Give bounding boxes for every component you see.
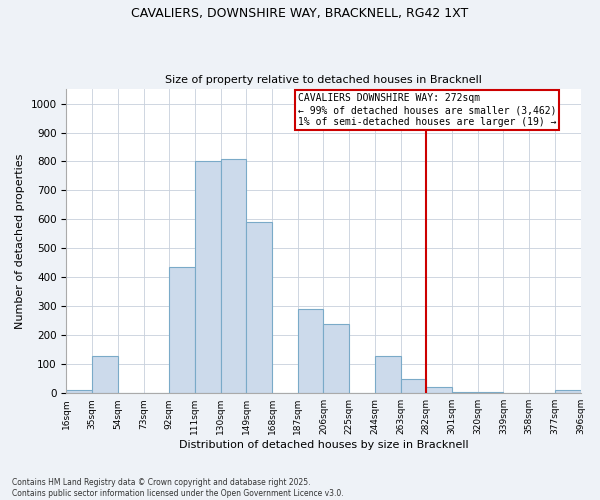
Y-axis label: Number of detached properties: Number of detached properties — [15, 154, 25, 329]
Bar — [247, 222, 272, 393]
Bar — [323, 324, 349, 393]
Bar — [169, 267, 195, 393]
Bar — [401, 378, 426, 393]
Bar — [92, 356, 118, 393]
Text: Contains HM Land Registry data © Crown copyright and database right 2025.
Contai: Contains HM Land Registry data © Crown c… — [12, 478, 344, 498]
Bar — [555, 390, 581, 393]
Bar — [67, 390, 92, 393]
Title: Size of property relative to detached houses in Bracknell: Size of property relative to detached ho… — [165, 76, 482, 86]
Bar — [221, 158, 247, 393]
Text: CAVALIERS DOWNSHIRE WAY: 272sqm
← 99% of detached houses are smaller (3,462)
1% : CAVALIERS DOWNSHIRE WAY: 272sqm ← 99% of… — [298, 94, 556, 126]
Bar — [195, 162, 221, 393]
Bar — [426, 388, 452, 393]
X-axis label: Distribution of detached houses by size in Bracknell: Distribution of detached houses by size … — [179, 440, 468, 450]
Bar — [375, 356, 401, 393]
Bar — [478, 392, 503, 393]
Text: CAVALIERS, DOWNSHIRE WAY, BRACKNELL, RG42 1XT: CAVALIERS, DOWNSHIRE WAY, BRACKNELL, RG4… — [131, 8, 469, 20]
Bar — [452, 392, 478, 393]
Bar — [298, 309, 323, 393]
